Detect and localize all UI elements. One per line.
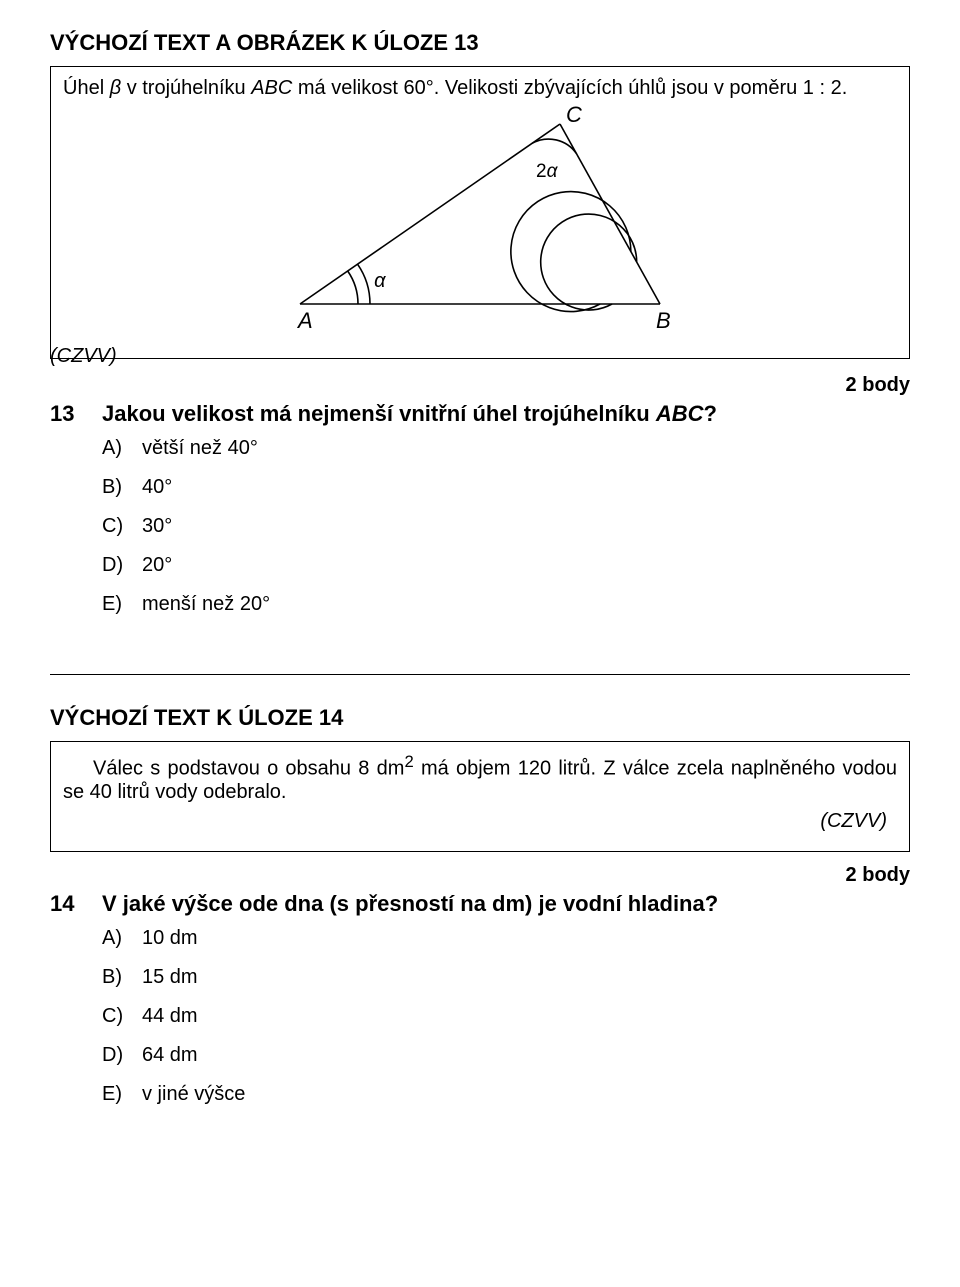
problem-text-13-mid: v trojúhelníku <box>121 77 251 99</box>
problem-text-13-post: má velikost 60°. Velikosti zbývajících ú… <box>292 77 847 99</box>
choice-letter: A) <box>102 927 142 950</box>
choice-text: 20° <box>142 554 172 577</box>
problem-text-14: Válec s podstavou o obsahu 8 dm2 má obje… <box>63 752 897 804</box>
choice-text: v jiné výšce <box>142 1083 245 1106</box>
choice-letter: E) <box>102 1083 142 1106</box>
question-text-14: V jaké výšce ode dna (s přesností na dm)… <box>102 891 910 917</box>
abc-symbol: ABC <box>251 77 292 99</box>
choice-text: 15 dm <box>142 966 198 989</box>
question-abc: ABC <box>656 401 704 426</box>
choice-letter: C) <box>102 515 142 538</box>
choice-14-c[interactable]: C) 44 dm <box>102 1005 910 1028</box>
question-row-14: 14 V jaké výšce ode dna (s přesností na … <box>50 891 910 917</box>
svg-text:2α: 2α <box>536 161 559 182</box>
question-number-13: 13 <box>50 401 102 427</box>
choice-13-a[interactable]: A) větší než 40° <box>102 437 910 460</box>
triangle-diagram: ABCα60°2α <box>63 104 897 340</box>
points-13: 2 body <box>846 374 910 397</box>
svg-text:A: A <box>296 308 313 333</box>
choice-14-e[interactable]: E) v jiné výšce <box>102 1083 910 1106</box>
problem-box-13: Úhel β v trojúhelníku ABC má velikost 60… <box>50 66 910 359</box>
question-text-13: Jakou velikost má nejmenší vnitřní úhel … <box>102 401 910 427</box>
beta-symbol: β <box>110 77 121 99</box>
choice-text: 30° <box>142 515 172 538</box>
svg-text:α: α <box>374 270 386 292</box>
choices-13: A) větší než 40° B) 40° C) 30° D) 20° E)… <box>102 437 910 616</box>
choice-14-d[interactable]: D) 64 dm <box>102 1044 910 1067</box>
choice-text: 10 dm <box>142 927 198 950</box>
question-row-13: 13 Jakou velikost má nejmenší vnitřní úh… <box>50 401 910 427</box>
czvv-label-13: (CZVV) <box>50 345 117 368</box>
question-number-14: 14 <box>50 891 102 917</box>
choice-text: 64 dm <box>142 1044 198 1067</box>
question-13-post: ? <box>703 401 716 426</box>
problem-box-14: Válec s podstavou o obsahu 8 dm2 má obje… <box>50 741 910 852</box>
points-14: 2 body <box>846 864 910 887</box>
svg-text:C: C <box>566 104 582 127</box>
question-13-pre: Jakou velikost má nejmenší vnitřní úhel … <box>102 401 656 426</box>
choice-13-b[interactable]: B) 40° <box>102 476 910 499</box>
choice-14-b[interactable]: B) 15 dm <box>102 966 910 989</box>
points-row-13: 2 body <box>50 374 910 397</box>
points-row-14: 2 body <box>50 864 910 887</box>
choice-text: 44 dm <box>142 1005 198 1028</box>
problem-text-13: Úhel β v trojúhelníku ABC má velikost 60… <box>63 77 897 100</box>
choice-letter: D) <box>102 554 142 577</box>
choice-letter: A) <box>102 437 142 460</box>
choice-letter: E) <box>102 593 142 616</box>
choice-13-e[interactable]: E) menší než 20° <box>102 593 910 616</box>
czvv-label-14: (CZVV) <box>63 810 897 833</box>
choice-13-d[interactable]: D) 20° <box>102 554 910 577</box>
choice-letter: C) <box>102 1005 142 1028</box>
choice-text: větší než 40° <box>142 437 258 460</box>
choice-text: menší než 20° <box>142 593 270 616</box>
problem-text-13-pre: Úhel <box>63 77 110 99</box>
superscript-2: 2 <box>404 752 413 771</box>
section-title-13: VÝCHOZÍ TEXT A OBRÁZEK K ÚLOZE 13 <box>50 30 910 56</box>
choice-letter: D) <box>102 1044 142 1067</box>
section-title-14: VÝCHOZÍ TEXT K ÚLOZE 14 <box>50 705 910 731</box>
choice-letter: B) <box>102 966 142 989</box>
choices-14: A) 10 dm B) 15 dm C) 44 dm D) 64 dm E) v… <box>102 927 910 1106</box>
choice-text: 40° <box>142 476 172 499</box>
problem-text-14-pre: Válec s podstavou o obsahu 8 dm <box>93 758 404 780</box>
choice-13-c[interactable]: C) 30° <box>102 515 910 538</box>
svg-text:B: B <box>656 308 671 333</box>
section-divider <box>50 674 910 675</box>
choice-letter: B) <box>102 476 142 499</box>
choice-14-a[interactable]: A) 10 dm <box>102 927 910 950</box>
